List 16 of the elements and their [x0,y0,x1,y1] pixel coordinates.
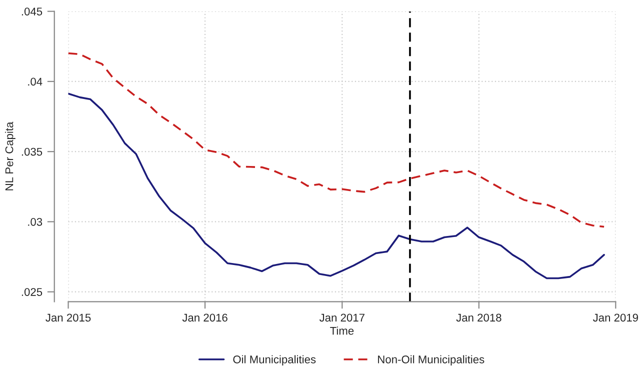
line-series [68,92,605,280]
y-tick-label: .045 [22,8,42,16]
y-tick-label: .025 [22,288,42,296]
y-tick-label: .035 [22,148,42,156]
line-series [68,52,605,228]
x-axis-title: Time [330,326,354,335]
y-tick-label: .03 [28,218,42,226]
x-tick-label: Jan 2018 [456,314,502,322]
x-tick-label: Jan 2019 [592,314,638,322]
legend-label: Non-Oil Municipalities [378,355,484,366]
x-tick-label: Jan 2016 [182,314,228,322]
legend-label: Oil Municipalities [233,355,316,366]
y-axis-title: NL Per Capita [5,122,16,190]
x-tick-label: Jan 2015 [46,314,91,322]
y-tick-label: .04 [28,78,42,86]
x-tick-label: Jan 2017 [319,314,364,322]
